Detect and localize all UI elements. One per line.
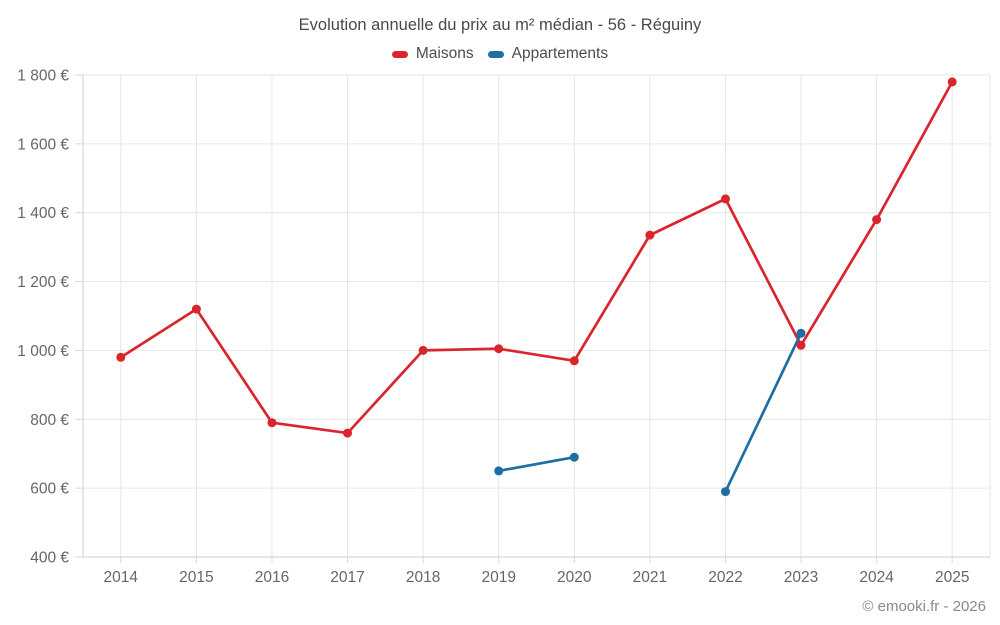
data-point-maisons-2018[interactable]: [418, 345, 428, 355]
data-point-maisons-2017[interactable]: [343, 428, 352, 438]
y-axis-label: 1 800 €: [17, 68, 69, 85]
x-axis-label: 2022: [708, 569, 742, 586]
legend-item-appartements[interactable]: Appartements: [487, 45, 609, 63]
x-axis-label: 2023: [784, 569, 818, 586]
data-point-appartements-2023[interactable]: [796, 328, 806, 338]
legend-label-maisons: Maisons: [415, 45, 474, 62]
chart-credit: © emooki.fr - 2026: [862, 598, 986, 615]
appartements-legend-swatch-icon: [487, 50, 504, 58]
data-point-maisons-2015[interactable]: [191, 304, 201, 314]
data-point-maisons-2024[interactable]: [872, 215, 882, 225]
data-point-maisons-2014[interactable]: [116, 352, 126, 362]
data-point-maisons-2020[interactable]: [569, 356, 579, 366]
series-line-maisons: [119, 80, 954, 435]
y-axis-label: 1 600 €: [17, 136, 69, 153]
x-axis-label: 2016: [255, 569, 289, 586]
y-axis-label: 600 €: [30, 481, 69, 498]
x-axis-label: 2015: [179, 569, 213, 586]
x-axis-label: 2021: [633, 569, 667, 586]
series-line-appartements: [497, 331, 803, 493]
y-axis-label: 1 400 €: [17, 205, 69, 222]
x-axis-label: 2014: [104, 569, 139, 586]
x-axis-label: 2018: [406, 569, 440, 586]
x-axis-label: 2019: [481, 569, 515, 586]
y-axis-label: 1 200 €: [17, 274, 69, 291]
data-point-maisons-2022[interactable]: [721, 194, 730, 204]
data-point-maisons-2019[interactable]: [494, 344, 504, 354]
chart-legend: Maisons Appartements: [0, 45, 1000, 63]
maisons-legend-swatch-icon: [391, 50, 408, 58]
y-axis-label: 1 000 €: [17, 343, 69, 360]
legend-item-maisons[interactable]: Maisons: [391, 45, 474, 63]
y-axis-label: 800 €: [30, 412, 69, 429]
x-axis-label: 2024: [859, 569, 894, 586]
y-axis-label: 400 €: [30, 550, 69, 567]
legend-label-appartements: Appartements: [511, 45, 609, 62]
x-axis-label: 2025: [935, 569, 969, 586]
data-point-maisons-2023[interactable]: [796, 340, 806, 350]
data-point-maisons-2021[interactable]: [645, 230, 655, 240]
data-point-maisons-2016[interactable]: [267, 418, 277, 428]
data-point-appartements-2022[interactable]: [721, 487, 730, 497]
x-axis-label: 2017: [330, 569, 364, 586]
data-point-appartements-2019[interactable]: [494, 466, 504, 476]
chart-title: Evolution annuelle du prix au m² médian …: [298, 16, 702, 34]
data-point-maisons-2025[interactable]: [947, 77, 957, 87]
x-axis-label: 2020: [557, 569, 592, 586]
data-point-appartements-2020[interactable]: [569, 452, 579, 462]
